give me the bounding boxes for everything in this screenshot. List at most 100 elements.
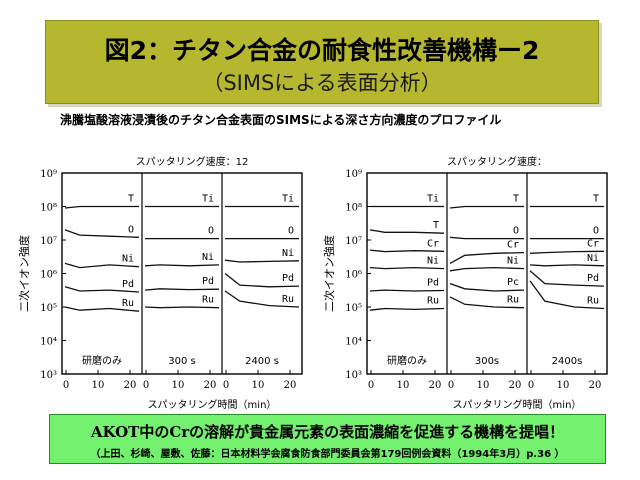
- sputter-rate-label: スパッタリング速度：: [447, 155, 547, 168]
- y-axis-label: 二次イオン強度: [17, 235, 31, 312]
- x-tick-label: 20: [429, 380, 442, 391]
- series-label: Ru: [202, 295, 214, 306]
- y-tick-label: 10⁶: [40, 270, 57, 281]
- x-tick-label: 0: [368, 380, 374, 391]
- series-label: Ni: [282, 248, 294, 259]
- series-line-t: [64, 205, 139, 209]
- series-line-ru: [369, 307, 445, 311]
- series-label: O: [128, 224, 134, 235]
- y-tick-label: 10³: [40, 370, 57, 381]
- x-tick-label: 20: [284, 380, 297, 391]
- series-label: Cr: [507, 240, 519, 251]
- panel-label: 研磨のみ: [387, 355, 427, 367]
- series-line-t: [369, 229, 445, 234]
- series-line-ni: [144, 264, 220, 267]
- series-label: O: [288, 226, 294, 237]
- series-label: Ti: [202, 194, 214, 205]
- series-label: Ru: [122, 298, 134, 309]
- series-label: Pd: [122, 279, 134, 290]
- x-tick-label: 0: [63, 380, 69, 391]
- x-tick-label: 10: [477, 380, 490, 391]
- panel-label: 2400 s: [245, 356, 279, 367]
- y-tick-label: 10⁵: [40, 303, 57, 314]
- series-label: Cr: [427, 238, 439, 249]
- series-line-ru: [144, 306, 220, 309]
- x-tick-label: 0: [223, 380, 229, 391]
- series-line-pd: [144, 288, 220, 291]
- series-label: Ni: [202, 252, 214, 263]
- y-tick-label: 10⁷: [345, 236, 362, 247]
- x-tick-label: 20: [124, 380, 137, 391]
- chart-frame: [61, 172, 303, 375]
- series-line-t: [449, 205, 524, 209]
- y-tick-label: 10⁶: [345, 270, 362, 281]
- series-label: Ru: [282, 294, 294, 305]
- series-line-pd: [64, 286, 140, 293]
- conclusion-box: AKOT中のCrの溶解が貴金属元素の表面濃縮を促進する機構を提唱！ （上田、杉崎…: [49, 414, 606, 464]
- series-line-cr: [449, 251, 525, 264]
- x-tick-label: 10: [92, 380, 105, 391]
- series-label: Cr: [587, 238, 599, 249]
- series-label: Pd: [282, 273, 294, 284]
- y-tick-label: 10³: [345, 370, 362, 381]
- y-tick-label: 10⁸: [345, 203, 362, 214]
- series-line-o: [449, 236, 524, 240]
- series-label: T: [513, 194, 519, 205]
- series-line-ru: [64, 306, 140, 312]
- series-label: Pd: [202, 276, 214, 287]
- series-label: T: [593, 194, 599, 205]
- slide-title: 図2：チタン合金の耐食性改善機構ー2: [104, 36, 540, 65]
- y-axis-label: 二次イオン強度: [322, 235, 336, 312]
- series-label: Ti: [427, 194, 439, 205]
- series-line-ni: [369, 266, 445, 270]
- series-line-pc: [449, 282, 525, 292]
- series-line-ni: [64, 262, 140, 269]
- series-label: Ru: [507, 295, 519, 306]
- x-tick-label: 0: [528, 380, 534, 391]
- series-line-pd: [369, 289, 445, 292]
- y-tick-label: 10⁹: [345, 169, 362, 180]
- series-line-ru: [529, 280, 605, 310]
- series-label: Ru: [427, 296, 439, 307]
- x-tick-label: 0: [448, 380, 454, 391]
- y-tick-label: 10⁸: [40, 203, 57, 214]
- series-label: Ni: [122, 254, 134, 265]
- title-banner: 図2：チタン合金の耐食性改善機構ー2 （SIMSによる表面分析）: [45, 20, 599, 104]
- x-tick-label: 20: [589, 380, 602, 391]
- series-label: Ni: [427, 256, 439, 267]
- slide-subtitle: （SIMSによる表面分析）: [202, 71, 442, 95]
- series-label: O: [208, 226, 214, 237]
- series-label: O: [513, 226, 519, 237]
- figure-caption: 沸騰塩酸溶液浸漬後のチタン合金表面のSIMSによる深さ方向濃度のプロファイル: [60, 113, 502, 127]
- x-tick-label: 20: [509, 380, 522, 391]
- x-tick-label: 0: [143, 380, 149, 391]
- x-tick-label: 10: [172, 380, 185, 391]
- x-tick-label: 10: [252, 380, 265, 391]
- series-line-ni: [529, 264, 605, 267]
- series-line-ni: [224, 259, 300, 263]
- series-label: Pc: [507, 277, 519, 288]
- series-label: Ni: [587, 253, 599, 264]
- series-label: O: [593, 226, 599, 237]
- y-tick-label: 10⁴: [345, 337, 362, 348]
- y-tick-label: 10⁴: [40, 337, 57, 348]
- series-label: Ru: [587, 296, 599, 307]
- series-label: Ti: [282, 194, 294, 205]
- series-line-cr: [369, 249, 445, 253]
- series-line-pd: [224, 272, 300, 288]
- series-label: Pd: [427, 278, 439, 289]
- panel-label: 300 s: [168, 356, 195, 367]
- y-tick-label: 10⁷: [40, 236, 57, 247]
- series-label: T: [433, 220, 439, 231]
- panel-label: 300s: [475, 356, 499, 367]
- series-line-cr: [529, 250, 605, 254]
- sputter-rate-label: スパッタリング速度：12: [136, 155, 249, 168]
- y-tick-label: 10⁵: [345, 303, 362, 314]
- series-line-ru: [449, 296, 525, 309]
- y-tick-label: 10⁹: [40, 169, 57, 180]
- series-label: T: [128, 194, 134, 205]
- x-tick-label: 10: [397, 380, 410, 391]
- series-label: Pd: [587, 273, 599, 284]
- series-line-ni: [449, 266, 525, 272]
